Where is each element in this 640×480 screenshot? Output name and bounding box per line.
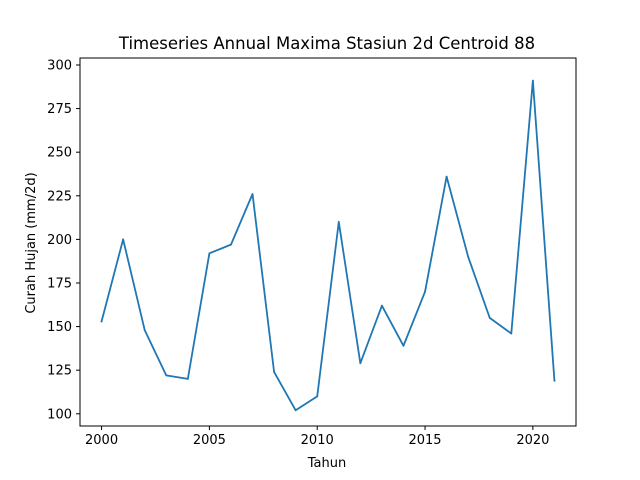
x-axis-label: Tahun: [307, 456, 346, 471]
series-line-0: [100, 79, 556, 412]
x-tick-label: 2015: [408, 433, 441, 448]
data-point-2003: [165, 374, 168, 377]
data-point-2012: [359, 362, 362, 365]
plot-frame: [79, 57, 577, 427]
y-tick-label: 225: [47, 189, 72, 204]
data-point-2005: [208, 252, 211, 255]
y-tick-label: 100: [47, 407, 72, 422]
y-tick-label: 250: [47, 146, 72, 161]
data-point-2004: [186, 378, 189, 380]
x-tick-label: 2005: [193, 433, 226, 448]
data-point-2006: [230, 243, 232, 246]
x-tick-label: 2000: [85, 433, 118, 448]
plot-area: [79, 57, 577, 427]
x-tick-label: 2010: [301, 433, 334, 448]
y-tick-label: 275: [47, 102, 72, 117]
data-point-2008: [273, 371, 275, 373]
data-point-2019: [510, 332, 513, 335]
y-tick-label: 125: [47, 364, 72, 379]
y-tick-label: 300: [47, 58, 72, 73]
data-point-2013: [381, 304, 383, 307]
data-point-2014: [402, 344, 405, 347]
y-axis: 100 125 150 175 200 225 250 275 300: [47, 58, 80, 422]
data-point-2002: [143, 329, 146, 331]
y-axis-label: Curah Hujan (mm/2d): [24, 172, 39, 313]
data-point-2007: [251, 193, 254, 195]
data-point-2016: [445, 175, 448, 178]
x-axis: 2000 2005 2010 2015 2020: [85, 426, 549, 448]
data-point-2018: [488, 316, 491, 319]
data-point-2015: [424, 290, 426, 293]
chart-title: Timeseries Annual Maxima Stasiun 2d Cent…: [118, 34, 535, 53]
y-tick-label: 150: [47, 320, 72, 335]
data-point-2010: [316, 395, 319, 398]
data-point-2020: [531, 79, 534, 82]
data-point-2000: [100, 320, 103, 323]
y-tick-label: 200: [47, 233, 72, 248]
data-point-2021: [553, 379, 556, 382]
data-point-2011: [337, 221, 340, 223]
data-point-2009: [294, 409, 297, 412]
x-tick-label: 2020: [516, 433, 549, 448]
y-tick-label: 175: [47, 276, 72, 291]
data-point-2017: [467, 255, 470, 258]
data-point-2001: [122, 238, 125, 241]
